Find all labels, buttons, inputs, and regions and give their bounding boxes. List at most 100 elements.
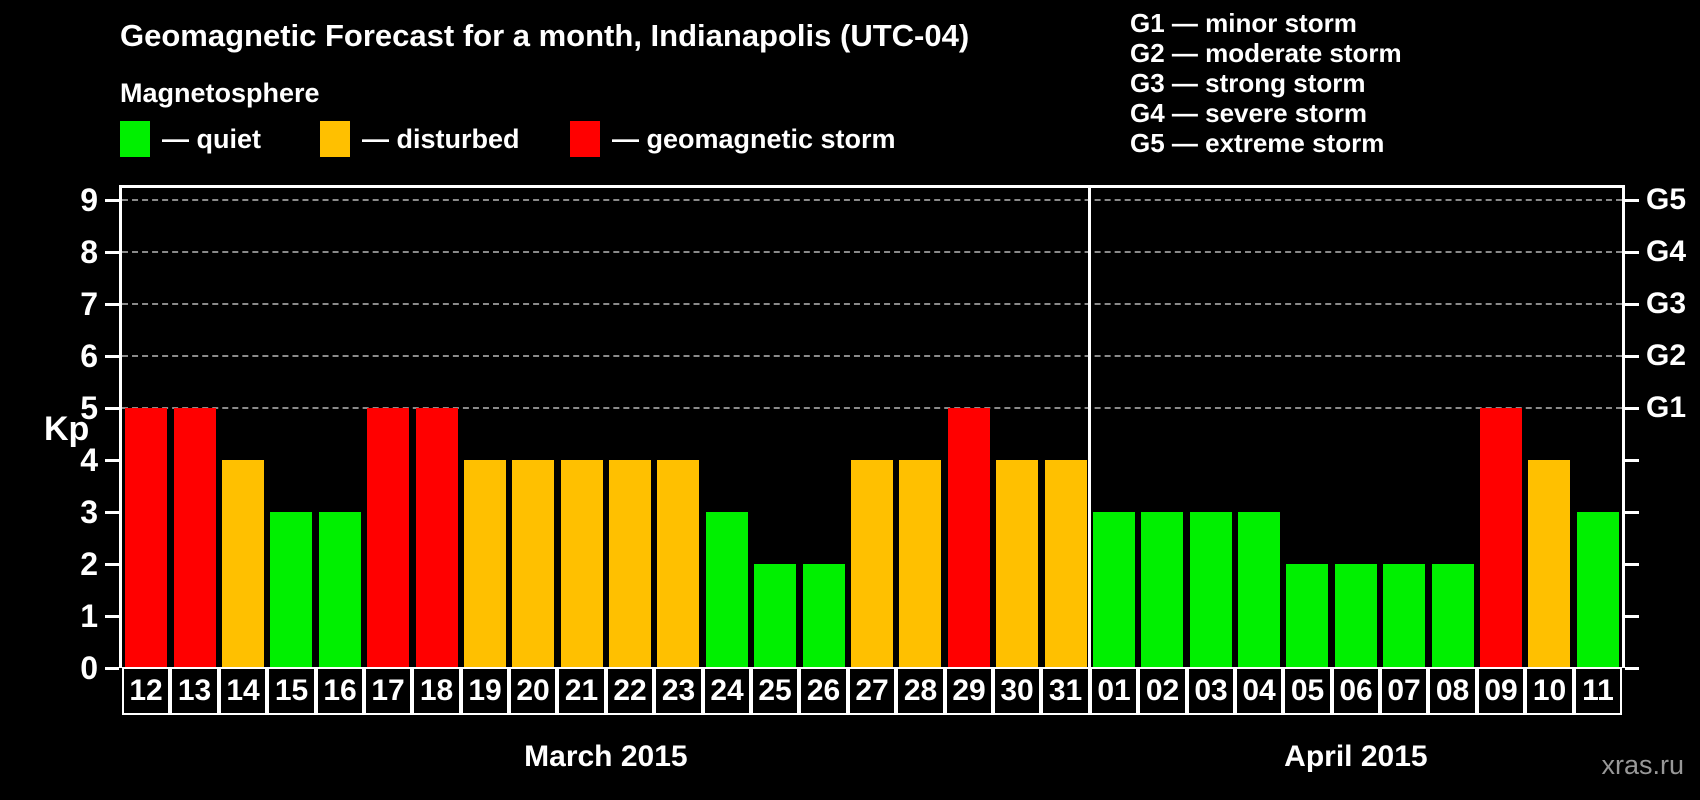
kp-bar-day-19	[463, 460, 506, 668]
y-axis-label-8: 8	[80, 234, 98, 270]
kp-bar-day-31	[1044, 460, 1087, 668]
g-scale-legend: G1 — minor storm G2 — moderate storm G3 — …	[1130, 8, 1402, 158]
day-label-cell: 24	[703, 667, 751, 715]
y-axis-label-9: 9	[80, 182, 98, 218]
y-axis-label-4: 4	[80, 442, 98, 478]
quiet-color-swatch	[120, 121, 150, 157]
kp-bar-day-18	[415, 408, 458, 668]
left-axis-tick-0	[105, 667, 119, 670]
chart-title: Geomagnetic Forecast for a month, Indian…	[120, 18, 970, 53]
disturbed-color-swatch	[320, 121, 350, 157]
left-axis-tick-4	[105, 459, 119, 462]
day-label-cell: 15	[267, 667, 316, 715]
gridline-kp5	[122, 407, 1622, 409]
day-label-cell: 12	[122, 667, 170, 715]
right-axis-tick-6	[1625, 355, 1639, 358]
g-scale-legend-item-g4: G4 — severe storm	[1130, 98, 1368, 128]
kp-bar-day-22	[609, 460, 652, 668]
day-label-cell: 01	[1090, 667, 1138, 715]
plot-top-border	[119, 185, 1625, 188]
day-label-cell: 26	[799, 667, 848, 715]
kp-bar-day-23	[657, 460, 700, 668]
gridline-kp6	[122, 355, 1622, 357]
right-axis-tick-1	[1625, 615, 1639, 618]
legend-item-disturbed: — disturbed	[320, 120, 520, 158]
day-label-cell: 09	[1477, 667, 1525, 715]
kp-bar-day-21	[560, 460, 603, 668]
day-label-cell: 07	[1380, 667, 1428, 715]
y-axis-left-spine	[119, 185, 122, 668]
kp-bar-day-06	[1334, 564, 1377, 668]
month-label-april: April 2015	[1284, 740, 1428, 773]
day-label-cell: 05	[1283, 667, 1332, 715]
day-label-cell: 29	[945, 667, 993, 715]
kp-bar-day-24	[705, 512, 748, 668]
y-axis-label-1: 1	[80, 598, 98, 634]
g-scale-legend-item-g1: G1 — minor storm	[1130, 8, 1357, 38]
left-axis-tick-3	[105, 511, 119, 514]
right-axis-tick-7	[1625, 303, 1639, 306]
legend-item-storm: — geomagnetic storm	[570, 120, 896, 158]
day-label-cell: 25	[751, 667, 799, 715]
kp-bar-day-17	[367, 408, 410, 668]
g-scale-legend-item-g3: G3 — strong storm	[1130, 68, 1366, 98]
kp-bar-day-16	[318, 512, 361, 668]
day-label-cell: 27	[848, 667, 896, 715]
month-divider-line	[1088, 185, 1092, 668]
day-label-cell: 02	[1138, 667, 1187, 715]
kp-bar-day-10	[1528, 460, 1571, 668]
left-axis-tick-9	[105, 199, 119, 202]
right-axis-tick-8	[1625, 251, 1639, 254]
day-label-cell: 21	[557, 667, 606, 715]
kp-bar-day-28	[899, 460, 942, 668]
g-scale-legend-item-g5: G5 — extreme storm	[1130, 128, 1385, 158]
kp-bar-day-14	[221, 460, 264, 668]
kp-bar-day-03	[1189, 512, 1232, 668]
kp-bar-day-25	[754, 564, 797, 668]
day-label-cell: 04	[1235, 667, 1283, 715]
kp-bar-day-13	[173, 408, 216, 668]
kp-bar-day-27	[851, 460, 893, 668]
day-label-cell: 30	[993, 667, 1041, 715]
left-axis-tick-1	[105, 615, 119, 618]
kp-bar-day-12	[125, 408, 168, 668]
y-axis-label-5: 5	[80, 390, 98, 426]
magnetosphere-legend-heading: Magnetosphere	[120, 78, 320, 108]
legend-item-quiet: — quiet	[120, 120, 261, 158]
right-axis-tick-3	[1625, 511, 1639, 514]
gridline-kp7	[122, 303, 1622, 305]
day-label-cell: 23	[654, 667, 703, 715]
left-axis-tick-7	[105, 303, 119, 306]
y-axis-label-2: 2	[80, 546, 98, 582]
watermark: xras.ru	[1601, 750, 1684, 780]
kp-bar-day-20	[512, 460, 555, 668]
right-axis-tick-9	[1625, 199, 1639, 202]
right-axis-tick-0	[1625, 667, 1639, 670]
right-axis-label-g1: G1	[1646, 391, 1687, 424]
kp-bar-day-01	[1092, 512, 1135, 668]
day-label-cell: 08	[1428, 667, 1477, 715]
kp-axis-label: Kp	[44, 410, 90, 448]
y-axis-label-7: 7	[80, 286, 98, 322]
day-label-cell: 17	[364, 667, 412, 715]
right-axis-label-g5: G5	[1646, 183, 1687, 216]
right-axis-label-g2: G2	[1646, 339, 1687, 372]
kp-bar-day-08	[1431, 564, 1474, 668]
day-label-cell: 06	[1332, 667, 1380, 715]
day-label-cell: 16	[316, 667, 364, 715]
day-label-cell: 20	[509, 667, 557, 715]
kp-bar-day-07	[1383, 564, 1426, 668]
y-axis-label-6: 6	[80, 338, 98, 374]
kp-bar-day-02	[1141, 512, 1184, 668]
gridline-kp8	[122, 251, 1622, 253]
kp-bar-day-29	[947, 408, 990, 668]
day-label-cell: 18	[412, 667, 461, 715]
day-label-cell: 03	[1187, 667, 1235, 715]
day-label-cell: 31	[1041, 667, 1090, 715]
y-axis-label-0: 0	[80, 650, 98, 686]
kp-bar-day-15	[270, 512, 313, 668]
right-axis-label-g3: G3	[1646, 287, 1687, 320]
quiet-legend-label: — quiet	[162, 123, 261, 154]
storm-color-swatch	[570, 121, 600, 157]
right-axis-tick-5	[1625, 407, 1639, 410]
